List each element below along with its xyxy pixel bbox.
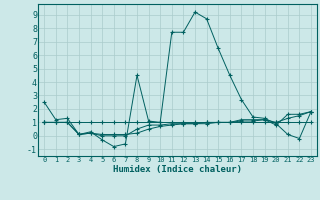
X-axis label: Humidex (Indice chaleur): Humidex (Indice chaleur) [113, 165, 242, 174]
